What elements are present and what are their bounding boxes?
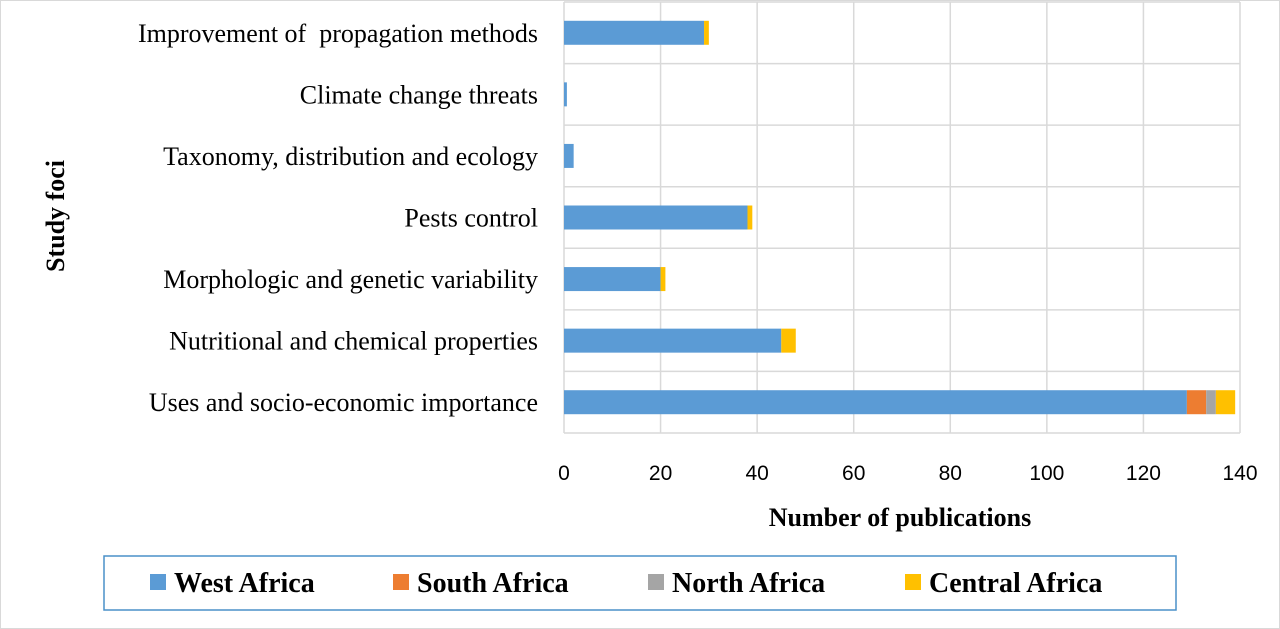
bar-west-africa bbox=[564, 205, 748, 230]
legend-swatch bbox=[393, 574, 409, 590]
bar-central-africa bbox=[781, 328, 796, 353]
legend-box bbox=[103, 555, 1177, 611]
legend-swatch bbox=[905, 574, 921, 590]
legend-label: North Africa bbox=[672, 568, 825, 599]
legend-swatch bbox=[648, 574, 664, 590]
x-tick-label: 20 bbox=[649, 462, 672, 485]
category-label: Nutritional and chemical properties bbox=[169, 327, 538, 356]
x-tick-label: 60 bbox=[842, 462, 865, 485]
bar-north-africa bbox=[1206, 390, 1216, 415]
bar-central-africa bbox=[660, 267, 666, 292]
category-label: Climate change threats bbox=[300, 80, 538, 109]
bar-central-africa bbox=[747, 205, 753, 230]
category-labels: Improvement of propagation methods Climat… bbox=[138, 19, 538, 417]
bar-west-africa bbox=[564, 328, 782, 353]
bars bbox=[564, 20, 1236, 415]
legend-label: West Africa bbox=[174, 568, 315, 599]
x-tick-label: 140 bbox=[1222, 462, 1257, 485]
bar-south-africa bbox=[1186, 390, 1207, 415]
bar-central-africa bbox=[704, 20, 709, 45]
x-tick-label: 100 bbox=[1029, 462, 1064, 485]
bar-west-africa bbox=[564, 20, 705, 45]
category-label: Morphologic and genetic variability bbox=[163, 265, 538, 294]
legend: West Africa South Africa North Africa Centr… bbox=[150, 568, 1102, 599]
bar-west-africa bbox=[564, 267, 661, 292]
bar-west-africa bbox=[564, 82, 567, 107]
legend-label: South Africa bbox=[417, 568, 569, 599]
legend-swatch bbox=[150, 574, 166, 590]
category-label: Uses and socio-economic importance bbox=[149, 388, 538, 417]
x-tick-label: 0 bbox=[558, 462, 570, 485]
x-tick-label: 40 bbox=[745, 462, 768, 485]
category-label: Improvement of propagation methods bbox=[138, 19, 538, 48]
bar-west-africa bbox=[564, 143, 574, 168]
category-label: Taxonomy, distribution and ecology bbox=[163, 142, 538, 171]
gridlines bbox=[563, 1, 1241, 434]
x-tick-label: 120 bbox=[1126, 462, 1161, 485]
bar-central-africa bbox=[1215, 390, 1236, 415]
bar-west-africa bbox=[564, 390, 1187, 415]
x-tick-labels: 0 20 40 60 80 100 120 140 bbox=[558, 462, 1257, 485]
x-tick-label: 80 bbox=[939, 462, 962, 485]
y-axis-title: Study foci bbox=[41, 160, 70, 272]
legend-label: Central Africa bbox=[929, 568, 1102, 599]
x-axis-title: Number of publications bbox=[769, 503, 1031, 532]
category-label: Pests control bbox=[404, 204, 538, 233]
